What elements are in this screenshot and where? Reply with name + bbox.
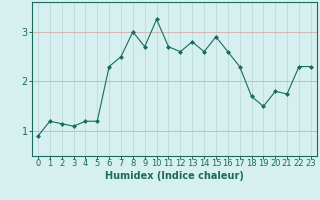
- X-axis label: Humidex (Indice chaleur): Humidex (Indice chaleur): [105, 171, 244, 181]
